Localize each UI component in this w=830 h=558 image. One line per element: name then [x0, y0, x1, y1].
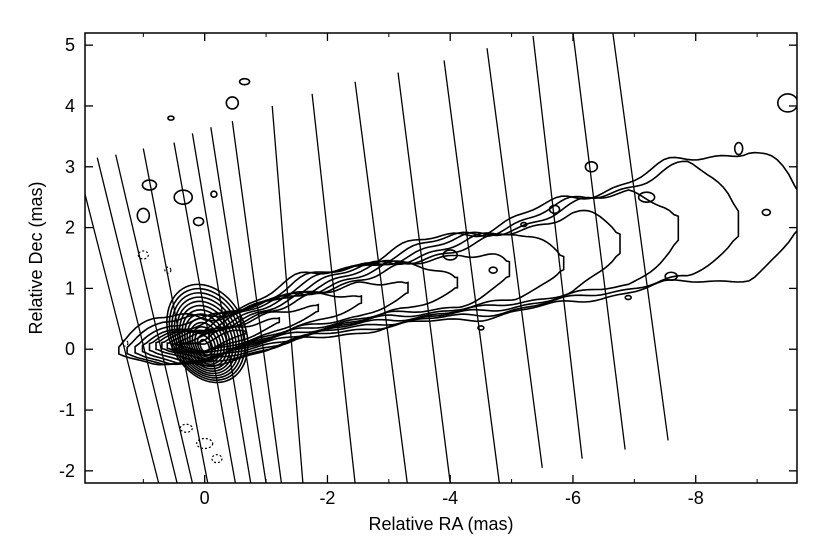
- y-axis-label: Relative Dec (mas): [26, 181, 46, 334]
- x-tick-label: -6: [565, 488, 581, 508]
- y-tick-label: 5: [65, 35, 75, 55]
- y-tick-label: 3: [65, 157, 75, 177]
- noise-contour: [548, 204, 561, 215]
- core-contour: [171, 292, 243, 379]
- slice-line: [231, 121, 283, 483]
- core-contour: [168, 287, 246, 382]
- noise-contour: [761, 208, 772, 217]
- plot-frame: [84, 32, 798, 484]
- x-tick-label: -2: [319, 488, 335, 508]
- y-tick-label: 2: [65, 218, 75, 238]
- noise-contour: [637, 191, 656, 203]
- core-contour: [183, 313, 228, 368]
- noise-contour: [488, 266, 498, 274]
- negative-contour: [137, 250, 149, 260]
- y-tick-label: 1: [65, 278, 75, 298]
- slice-line: [271, 105, 304, 483]
- slice-line: [311, 93, 356, 483]
- y-axis: -2 -1 0 1 2 3 4 5: [59, 35, 797, 481]
- noise-contour: [733, 141, 744, 156]
- x-tick-label: 0: [200, 488, 210, 508]
- slice-line: [115, 154, 194, 483]
- slice-line: [354, 81, 408, 483]
- x-tick-label: -8: [688, 488, 704, 508]
- core-contour: [199, 338, 211, 354]
- y-tick-label: -2: [59, 461, 75, 481]
- y-tick-label: 4: [65, 96, 75, 116]
- slice-line: [85, 193, 160, 483]
- core-contour: [189, 321, 223, 363]
- noise-contour: [520, 221, 528, 228]
- core-contour: [181, 309, 231, 370]
- jet-contour: [161, 261, 459, 360]
- slice-line: [532, 35, 583, 459]
- slice-line: [142, 148, 209, 483]
- core-contour: [166, 283, 249, 384]
- noise-contour: [477, 325, 485, 331]
- x-axis: 0 -2 -4 -6 -8: [142, 33, 758, 508]
- core-contour: [196, 334, 214, 356]
- x-tick-label: -4: [442, 488, 458, 508]
- slice-line: [443, 60, 500, 483]
- slice-line: [612, 33, 669, 441]
- jet-contour: [148, 233, 565, 364]
- plot-area: [85, 33, 797, 483]
- noise-contour: [136, 207, 151, 224]
- slice-line: [173, 142, 237, 483]
- core-contour: [173, 296, 240, 377]
- noise-contour: [664, 271, 678, 282]
- y-tick-label: -1: [59, 400, 75, 420]
- slice-line: [191, 133, 252, 483]
- x-axis-label: Relative RA (mas): [368, 514, 513, 534]
- core-contour: [194, 330, 217, 359]
- negative-contour: [196, 437, 214, 450]
- negative-contour: [121, 339, 129, 347]
- negative-contour: [179, 423, 193, 433]
- core-contour: [178, 304, 234, 372]
- slice-line: [486, 48, 543, 468]
- noise-contour: [624, 294, 633, 301]
- noise-contour: [210, 190, 218, 198]
- noise-contour: [584, 160, 599, 173]
- core-contour: [186, 317, 225, 365]
- noise-contour: [167, 115, 175, 121]
- noise-contour: [776, 93, 797, 113]
- slice-line: [397, 72, 451, 483]
- noise-contour: [225, 96, 240, 110]
- slice-line: [96, 157, 178, 483]
- noise-contour: [192, 216, 205, 227]
- y-tick-label: 0: [65, 339, 75, 359]
- slice-line: [210, 127, 267, 483]
- slice-line: [572, 33, 626, 450]
- noise-contour: [442, 249, 459, 261]
- negative-contour: [211, 454, 223, 464]
- noise-contour: [238, 77, 251, 86]
